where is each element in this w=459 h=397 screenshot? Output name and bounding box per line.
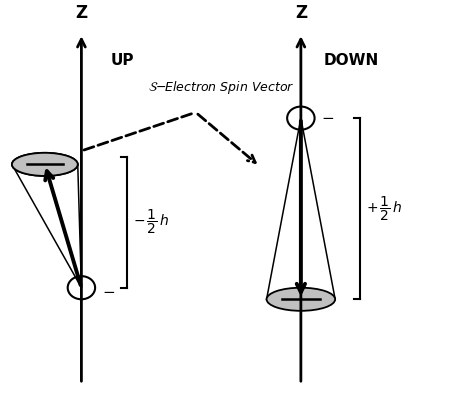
Text: $\mathcal{S}$$-\!$Electron Spin Vector: $\mathcal{S}$$-\!$Electron Spin Vector <box>147 79 294 96</box>
Text: $-$: $-$ <box>102 283 115 298</box>
Text: Z: Z <box>294 4 306 22</box>
Ellipse shape <box>12 153 78 176</box>
Text: $-$: $-$ <box>321 109 334 124</box>
Text: $-\,\dfrac{1}{2}\,h$: $-\,\dfrac{1}{2}\,h$ <box>132 208 169 236</box>
Text: Z: Z <box>75 4 87 22</box>
Text: $+\,\dfrac{1}{2}\,h$: $+\,\dfrac{1}{2}\,h$ <box>365 195 402 223</box>
Text: DOWN: DOWN <box>323 53 378 68</box>
Ellipse shape <box>266 288 335 311</box>
Text: UP: UP <box>111 53 134 68</box>
Ellipse shape <box>12 153 78 176</box>
